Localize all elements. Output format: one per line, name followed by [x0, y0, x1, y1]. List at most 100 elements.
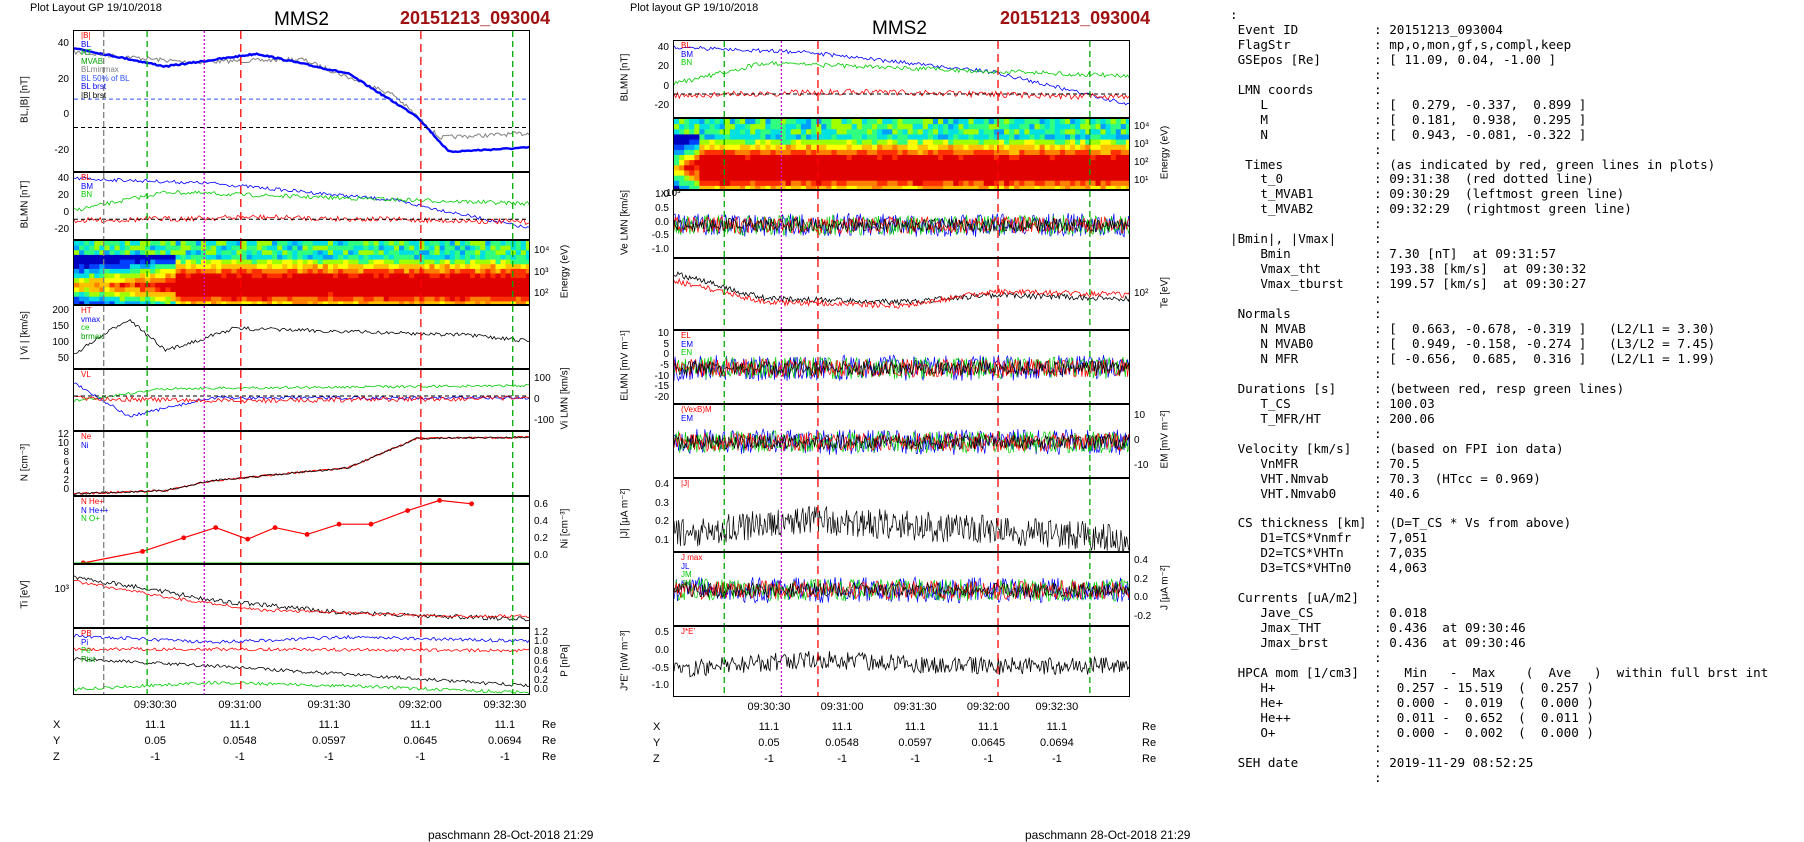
middle-panel-7-rtick: 0.2 — [1134, 573, 1148, 585]
middle-panel-1-rlabel: Energy (eV) — [1159, 125, 1171, 180]
info-line: Normals : — [1230, 306, 1382, 322]
info-line: D3=TCS*VHTn0 : 4,063 — [1230, 560, 1428, 576]
middle-panel-7-legend-item: JL — [681, 561, 690, 571]
left-ptot-trace-8 — [74, 680, 529, 694]
middle-panel-3 — [673, 258, 1130, 330]
info-line: : — [1230, 739, 1382, 755]
middle-bm-trace-0 — [674, 61, 1129, 86]
left-pe-trace-8 — [74, 657, 529, 688]
left-panel-1-ylabel: BLMN [nT] — [19, 180, 31, 229]
info-line: : — [1230, 365, 1382, 381]
left-panel-0-legend-item: BL 50% of BL — [81, 73, 130, 83]
middle-panel-8-ytick: -0.5 — [651, 662, 669, 674]
middle-trace-8 — [674, 651, 1129, 678]
middle-panel-2-ytick: 0.5 — [655, 203, 669, 215]
middle-panel-5-rtick: 10 — [1134, 410, 1146, 422]
left-heplusplus-point — [140, 549, 145, 554]
info-line: Velocity [km/s] : (based on FPI ion data… — [1230, 440, 1564, 456]
info-line: L : [ 0.279, -0.337, 0.899 ] — [1230, 96, 1587, 112]
left-pi-trace-8 — [74, 647, 529, 653]
middle-comp3-5 — [674, 432, 1129, 453]
middle-panel-1-rtick: 10³ — [1134, 139, 1149, 150]
left-panel-2 — [73, 240, 530, 305]
middle-panel-4-ylabel: ELMN [mV m⁻¹] — [619, 330, 631, 401]
info-line: t_MVAB2 : 09:32:29 (rightmost green line… — [1230, 201, 1632, 217]
middle-eph-value: 0.0597 — [898, 737, 933, 749]
left-eph-unit: Re — [542, 751, 557, 763]
middle-panel-0-ytick: 0 — [663, 80, 669, 92]
left-b-magnitude-line-0 — [74, 49, 529, 140]
middle-bl-trace-0 — [674, 45, 1129, 106]
info-line: Currents [uA/m2] : — [1230, 590, 1382, 606]
left-panel-6-legend-item: N He+ — [81, 497, 104, 506]
left-bn-trace-1 — [74, 214, 529, 225]
info-line: : — [1230, 216, 1382, 232]
middle-eph-unit: Re — [1142, 737, 1157, 749]
left-eph-value: 11.1 — [410, 719, 431, 731]
left-panel-6-rtick: 0.4 — [534, 515, 548, 527]
left-panel-6-rtick: 0.2 — [534, 532, 548, 544]
info-line: VnMFR : 70.5 — [1230, 455, 1420, 471]
middle-eph-value: -1 — [983, 753, 994, 765]
middle-eph-unit: Re — [1142, 753, 1157, 765]
middle-panel-1-rtick: 10¹ — [1134, 175, 1149, 186]
left-heplusplus-point — [405, 508, 411, 513]
left-panel-5-ytick: 6 — [63, 456, 69, 468]
info-line: N : [ 0.943, -0.081, -0.322 ] — [1230, 126, 1587, 142]
left-panel-0-legend-item: |B| brst — [81, 90, 107, 100]
info-line: VHT.Nmvab : 70.3 (HTcc = 0.969) — [1230, 470, 1541, 486]
middle-panel-4-ytick: -5 — [660, 359, 669, 371]
left-panel-3-ytick: 200 — [52, 305, 69, 317]
left-pb-trace-8 — [74, 634, 529, 644]
middle-comp2-4 — [674, 356, 1129, 380]
info-line: HPCA mom [1/cm3] : Min - Max ( Ave ) wit… — [1230, 664, 1769, 680]
left-heplusplus-point — [181, 535, 187, 541]
left-panel-0-ytick: 40 — [57, 38, 69, 50]
middle-comp3-4 — [674, 357, 1129, 379]
middle-panel-6-ytick: 0.3 — [655, 497, 669, 509]
left-panel-8-rtick: 1.2 — [534, 626, 548, 638]
left-heplusplus-point — [213, 525, 219, 530]
left-panel-0-ylabel: BL,|B| [nT] — [19, 76, 31, 123]
middle-j-trace-6 — [674, 505, 1129, 551]
left-panel-6-rlabel: Ni [cm⁻³] — [559, 508, 571, 549]
middle-panel-8 — [673, 626, 1130, 697]
middle-eph-row-label: Z — [653, 753, 660, 765]
left-eph-row-label: Y — [53, 735, 61, 747]
left-panel-3 — [73, 305, 530, 369]
middle-panel-3-rtick: 10² — [1134, 288, 1149, 299]
left-panel-5-ytick: 12 — [57, 428, 69, 440]
left-panel-2-rtick: 10² — [534, 288, 549, 300]
left-panel-6-legend-item: N He++ — [81, 505, 109, 515]
left-panel-4-rtick: 0 — [534, 394, 540, 405]
left-panel-8-rtick: 0.0 — [534, 684, 548, 696]
left-panel-0-legend-item: |B| — [81, 31, 91, 40]
middle-eph-value: -1 — [910, 753, 921, 765]
middle-eph-unit: Re — [1142, 721, 1157, 733]
event-info-text: : Event ID : 20151213_093004 FlagStr : m… — [1230, 7, 1769, 786]
left-eph-value: -1 — [415, 751, 426, 763]
info-line: M : [ 0.181, 0.938, 0.295 ] — [1230, 111, 1587, 127]
left-panel-8-legend-item: Ptot — [81, 654, 96, 664]
info-line: Jmax_THT : 0.436 at 09:30:46 — [1230, 620, 1526, 636]
left-heplusplus-point — [272, 525, 278, 530]
middle-spectrogram-1 — [674, 119, 1129, 189]
left-panel-0-ytick: -20 — [54, 144, 69, 156]
middle-panel-8-legend-item: J*E' — [681, 627, 695, 636]
left-panel-4-rtick: -100 — [534, 414, 555, 426]
middle-panel-7-rlabel: J [μA m⁻²] — [1159, 565, 1171, 610]
middle-eph-value: 11.1 — [831, 721, 853, 733]
middle-panel-7-legend-item: JN — [681, 578, 691, 588]
middle-panel-6 — [673, 478, 1130, 552]
info-line: : — [1230, 500, 1382, 516]
left-bm-trace-1 — [74, 189, 529, 212]
middle-eph-value: 11.1 — [1046, 721, 1068, 733]
left-event-title: 20151213_093004 — [400, 8, 551, 28]
middle-panel-0-legend-item: BM — [681, 49, 693, 59]
info-line: N MVAB : [ 0.663, -0.678, -0.319 ] (L2/L… — [1230, 321, 1716, 337]
middle-panel-1-rtick: 10² — [1134, 157, 1149, 168]
info-line: O+ : 0.000 - 0.002 ( 0.000 ) — [1230, 724, 1594, 740]
left-panel-1-legend-item: BN — [81, 190, 93, 199]
middle-panel-0-ytick: 20 — [657, 61, 669, 73]
left-panel-5-ytick: 10 — [57, 438, 69, 449]
